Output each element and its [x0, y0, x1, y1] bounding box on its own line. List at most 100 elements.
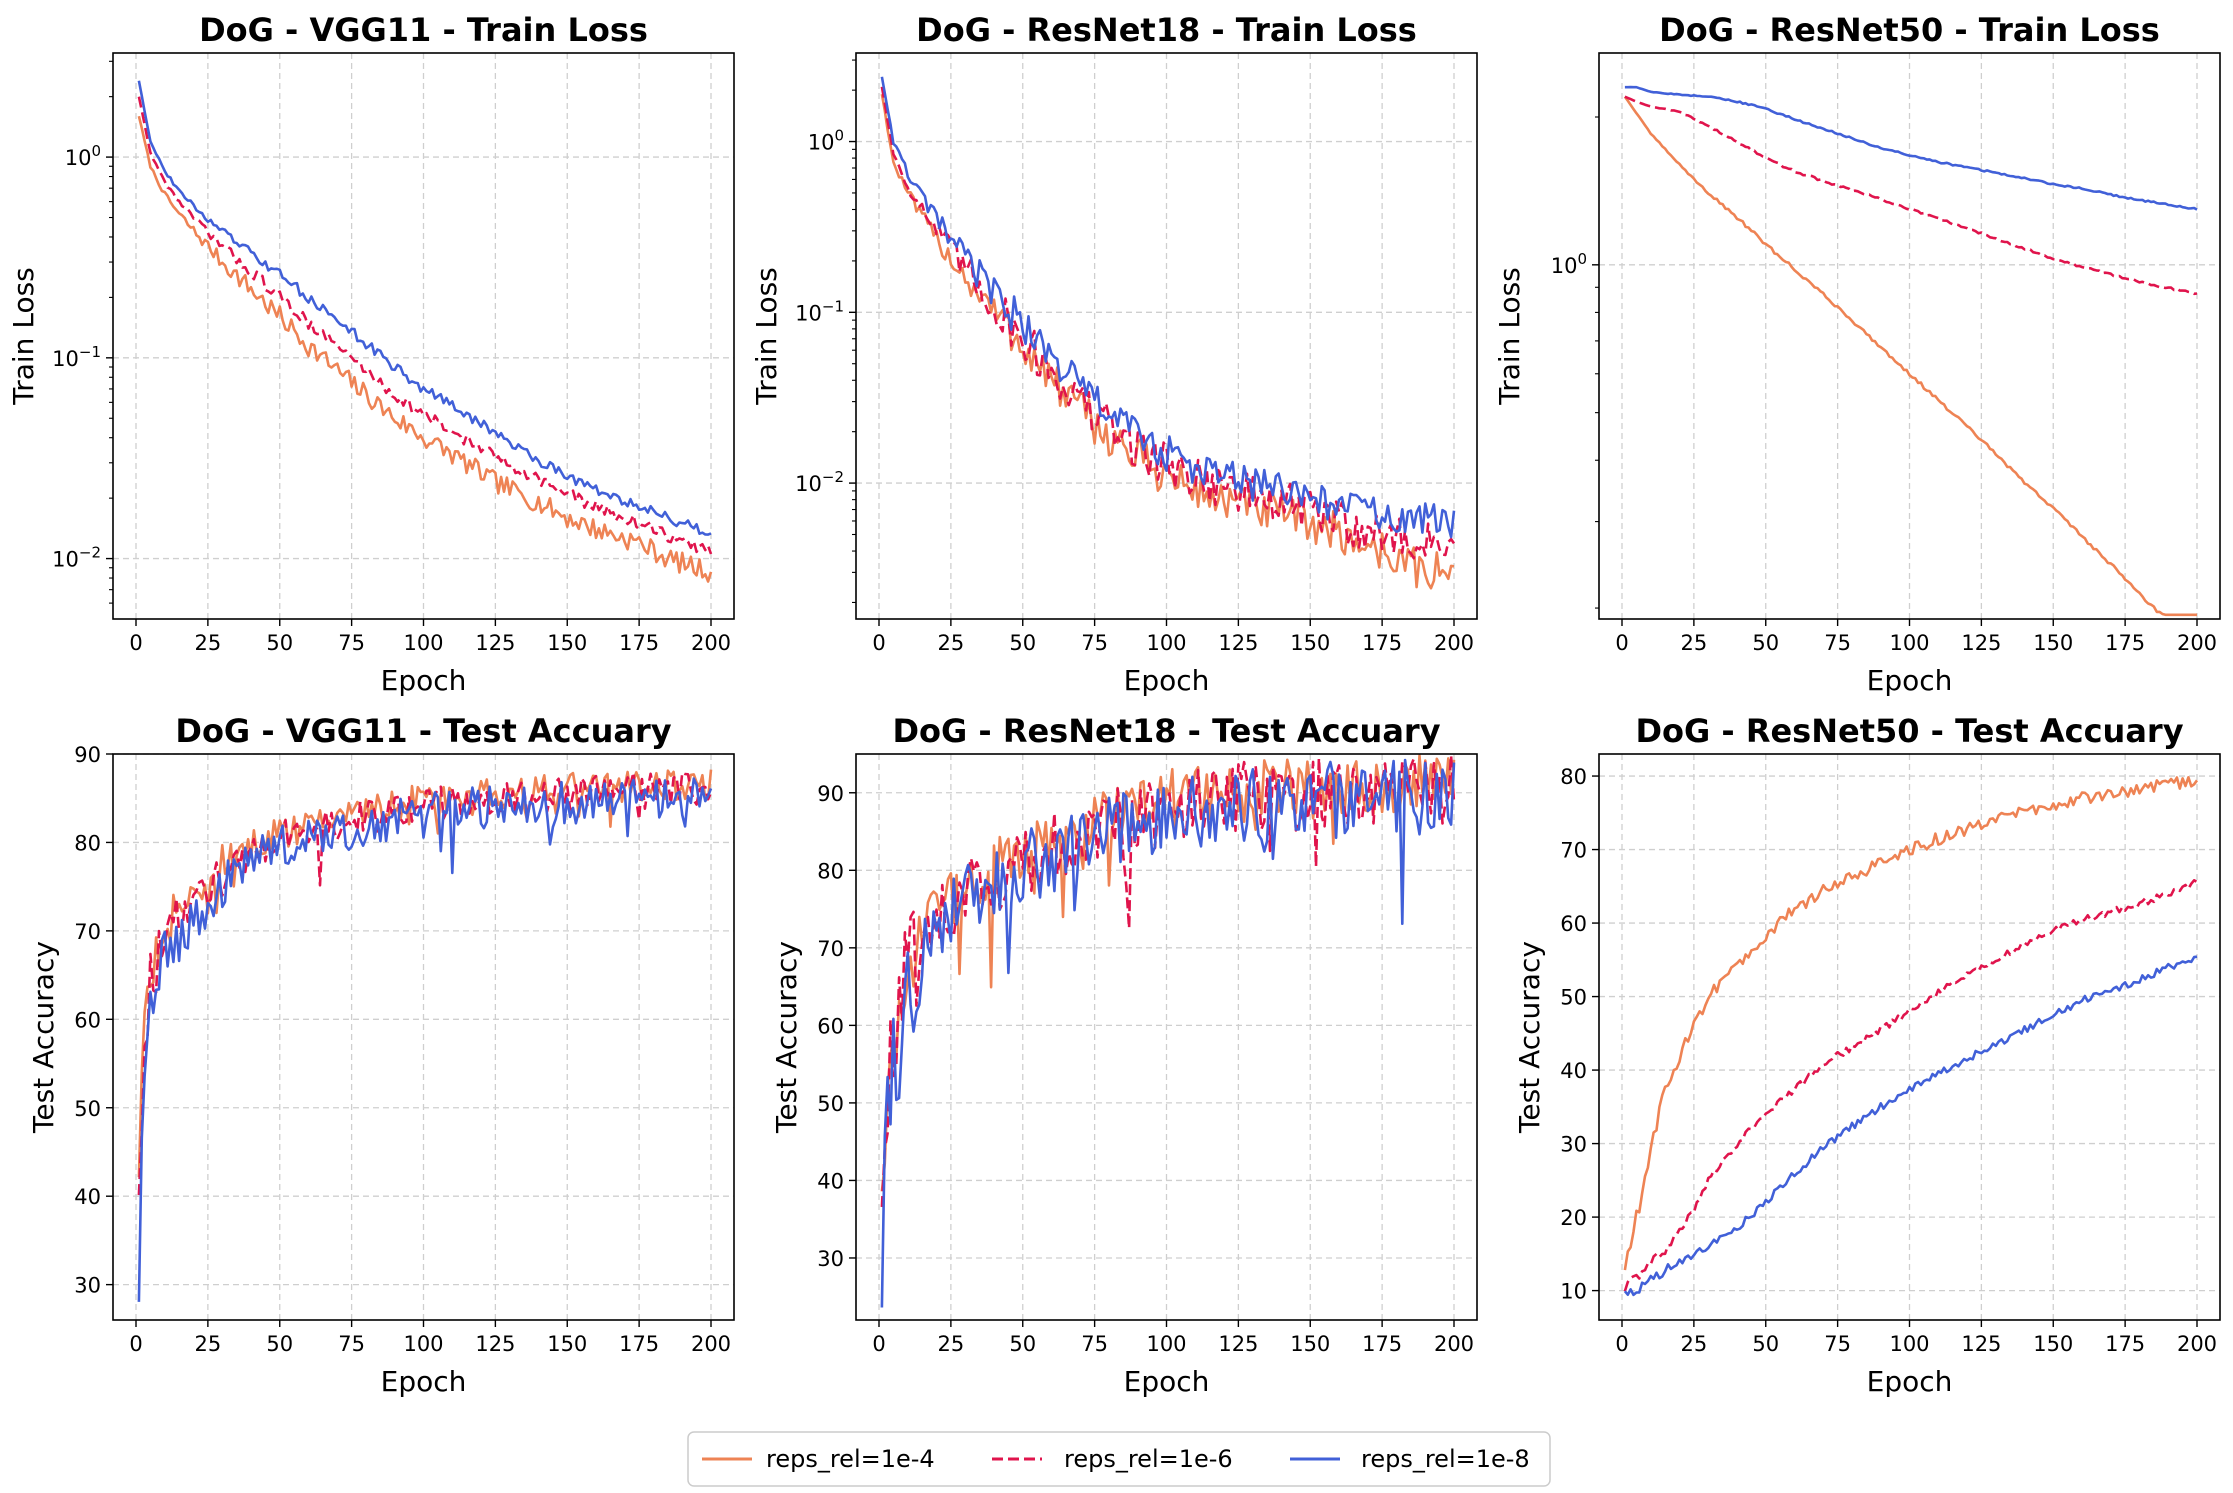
x-tick-label: 175 — [2105, 1332, 2145, 1356]
y-tick-label: 30 — [1560, 1133, 1587, 1157]
y-tick-label: 20 — [1560, 1206, 1587, 1230]
x-tick-label: 150 — [1290, 1332, 1330, 1356]
y-axis-label: Test Accuracy — [770, 941, 803, 1134]
x-tick-label: 175 — [2105, 631, 2145, 655]
x-tick-label: 75 — [1824, 1332, 1851, 1356]
y-tick-label: 80 — [817, 859, 844, 883]
chart-title: DoG - ResNet50 - Test Accuary — [1635, 712, 2183, 750]
x-tick-label: 50 — [1752, 631, 1779, 655]
y-tick-label: 60 — [74, 1008, 101, 1032]
x-tick-label: 100 — [1146, 631, 1186, 655]
y-axis-label: Train Loss — [7, 267, 40, 406]
x-tick-label: 125 — [1961, 1332, 2001, 1356]
x-tick-label: 25 — [938, 1332, 965, 1356]
series-line-reps-rel-1e-8 — [137, 80, 712, 536]
x-tick-label: 50 — [1009, 631, 1036, 655]
series-line-reps-rel-1e-8 — [1624, 85, 2198, 211]
x-tick-label: 200 — [2177, 1332, 2217, 1356]
panel-dog-resnet50-test-accuary: 0 25 50 75 100 125 150 175 200 10 20 30 40 50 60 70 80 Do… — [1513, 712, 2221, 1398]
y-tick-label: 60 — [817, 1014, 844, 1038]
y-tick-label: 90 — [74, 743, 101, 767]
x-tick-label: 175 — [1362, 631, 1402, 655]
x-tick-label: 50 — [266, 631, 293, 655]
x-tick-label: 125 — [1218, 1332, 1258, 1356]
x-tick-label: 175 — [619, 1332, 659, 1356]
y-tick-label: 50 — [1560, 986, 1587, 1010]
x-tick-label: 150 — [1290, 631, 1330, 655]
y-axis-label: Test Accuracy — [27, 941, 60, 1134]
series-line-reps-rel-1e-8 — [137, 777, 713, 1302]
x-tick-label: 150 — [2033, 631, 2073, 655]
x-tick-label: 125 — [475, 1332, 515, 1356]
y-tick-label: 60 — [1560, 912, 1587, 936]
x-tick-label: 200 — [1434, 1332, 1474, 1356]
x-tick-label: 75 — [338, 1332, 365, 1356]
y-tick-label: 10−1 — [52, 343, 101, 371]
series-line-reps-rel-1e-6 — [137, 96, 713, 555]
x-tick-label: 100 — [403, 631, 443, 655]
x-tick-label: 175 — [619, 631, 659, 655]
x-tick-label: 0 — [129, 631, 142, 655]
y-tick-label: 10 — [1560, 1280, 1587, 1304]
x-tick-label: 150 — [2033, 1332, 2073, 1356]
panel-dog-vgg11-train-loss: 0 25 50 75 100 125 150 175 200 100 10−1 10−2 DoG - V… — [7, 11, 735, 697]
series-line-reps-rel-1e-4 — [1623, 775, 2199, 1271]
x-tick-label: 75 — [1081, 1332, 1108, 1356]
x-axis-label: Epoch — [1124, 1365, 1210, 1398]
y-tick-label: 10−2 — [795, 468, 844, 496]
series-line-reps-rel-1e-6 — [1623, 878, 2198, 1292]
series-line-reps-rel-1e-8 — [880, 758, 1456, 1308]
y-tick-label: 40 — [74, 1185, 101, 1209]
x-tick-label: 75 — [338, 631, 365, 655]
x-tick-label: 25 — [1681, 1332, 1708, 1356]
x-axis-label: Epoch — [381, 664, 467, 697]
legend-frame — [687, 1431, 1551, 1487]
x-tick-label: 200 — [691, 631, 731, 655]
y-tick-label: 30 — [74, 1274, 101, 1298]
x-tick-label: 75 — [1081, 631, 1108, 655]
panel-dog-vgg11-test-accuary: 0 25 50 75 100 125 150 175 200 30 40 50 60 70 80 90 DoG … — [27, 712, 735, 1398]
y-tick-label: 100 — [65, 142, 101, 170]
y-tick-label: 70 — [74, 920, 101, 944]
x-tick-label: 75 — [1824, 631, 1851, 655]
chart-title: DoG - VGG11 - Train Loss — [199, 11, 648, 49]
series-line-reps-rel-1e-8 — [1623, 955, 2198, 1297]
x-tick-label: 175 — [1362, 1332, 1402, 1356]
chart-title: DoG - ResNet50 - Train Loss — [1659, 11, 2160, 49]
series-line-reps-rel-1e-4 — [880, 93, 1455, 590]
y-tick-label: 100 — [1551, 250, 1587, 278]
legend: reps_rel=1e-4 reps_rel=1e-6 reps_rel=1e-… — [687, 1431, 1551, 1487]
y-axis-label: Train Loss — [1493, 267, 1526, 406]
series-line-reps-rel-1e-4 — [137, 115, 713, 583]
y-axis-label: Test Accuracy — [1513, 941, 1546, 1134]
x-tick-label: 50 — [1752, 1332, 1779, 1356]
x-tick-label: 0 — [1615, 1332, 1628, 1356]
x-tick-label: 200 — [2177, 631, 2217, 655]
panel-dog-resnet18-train-loss: 0 25 50 75 100 125 150 175 200 100 10−1 10−2 DoG - R… — [750, 11, 1478, 697]
x-tick-label: 100 — [1889, 1332, 1929, 1356]
series-line-reps-rel-1e-6 — [880, 86, 1456, 560]
x-tick-label: 25 — [195, 1332, 222, 1356]
x-axis-label: Epoch — [381, 1365, 467, 1398]
x-tick-label: 0 — [1615, 631, 1628, 655]
chart-title: DoG - VGG11 - Test Accuary — [175, 712, 671, 750]
x-tick-label: 25 — [938, 631, 965, 655]
chart-title: DoG - ResNet18 - Train Loss — [916, 11, 1417, 49]
series-line-reps-rel-1e-8 — [880, 76, 1456, 539]
x-tick-label: 100 — [403, 1332, 443, 1356]
y-tick-label: 80 — [1560, 765, 1587, 789]
y-tick-label: 10−2 — [52, 544, 101, 572]
x-tick-label: 125 — [1961, 631, 2001, 655]
x-tick-label: 0 — [129, 1332, 142, 1356]
panel-dog-resnet18-test-accuary: 0 25 50 75 100 125 150 175 200 30 40 50 60 70 80 90 DoG … — [770, 712, 1478, 1398]
chart-title: DoG - ResNet18 - Test Accuary — [892, 712, 1440, 750]
y-tick-label: 40 — [1560, 1059, 1587, 1083]
panel-dog-resnet50-train-loss: 0 25 50 75 100 125 150 175 200 100 DoG - ResNet50 … — [1493, 11, 2221, 697]
y-tick-label: 70 — [1560, 839, 1587, 863]
x-tick-label: 25 — [195, 631, 222, 655]
series-line-reps-rel-1e-6 — [880, 754, 1456, 1208]
x-tick-label: 150 — [547, 1332, 587, 1356]
y-tick-label: 70 — [817, 937, 844, 961]
legend-label-1e-6: reps_rel=1e-6 — [1064, 1445, 1233, 1473]
y-tick-label: 50 — [817, 1092, 844, 1116]
